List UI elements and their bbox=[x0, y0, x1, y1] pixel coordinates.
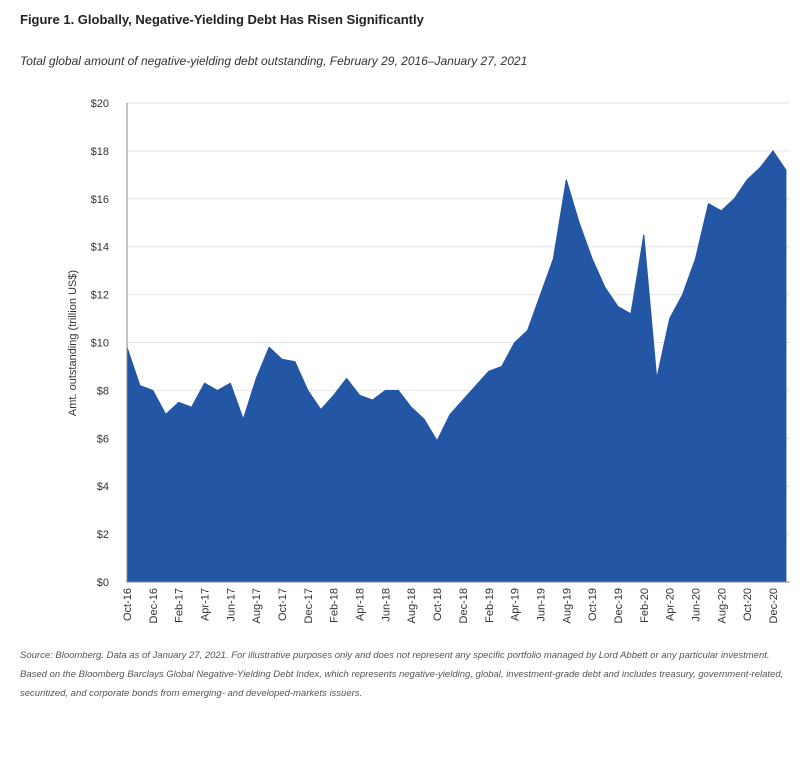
x-tick-label: Feb-18 bbox=[329, 588, 341, 623]
y-tick-label: $16 bbox=[91, 194, 109, 206]
x-tick-label: Oct-16 bbox=[122, 588, 134, 621]
y-axis-label: Amt. outstanding (trillion US$) bbox=[67, 270, 79, 416]
y-tick-label: $8 bbox=[97, 385, 109, 397]
x-tick-label: Dec-19 bbox=[613, 588, 625, 623]
x-tick-label: Apr-20 bbox=[665, 588, 677, 621]
x-tick-label: Dec-17 bbox=[303, 588, 315, 623]
chart-subtitle: Total global amount of negative-yielding… bbox=[20, 54, 528, 68]
y-tick-label: $14 bbox=[91, 242, 109, 254]
x-tick-label: Jun-18 bbox=[380, 588, 392, 622]
x-tick-label: Aug-17 bbox=[251, 588, 263, 623]
y-tick-label: $0 bbox=[97, 577, 109, 589]
x-tick-label: Oct-20 bbox=[742, 588, 754, 621]
x-tick-label: Jun-17 bbox=[225, 588, 237, 622]
x-tick-label: Apr-19 bbox=[510, 588, 522, 621]
x-tick-label: Oct-19 bbox=[587, 588, 599, 621]
x-tick-label: Jun-19 bbox=[535, 588, 547, 622]
y-tick-label: $12 bbox=[91, 290, 109, 302]
y-tick-label: $20 bbox=[91, 98, 109, 110]
x-tick-label: Apr-18 bbox=[355, 588, 367, 621]
x-tick-label: Dec-18 bbox=[458, 588, 470, 623]
y-tick-label: $6 bbox=[97, 433, 109, 445]
x-tick-label: Aug-18 bbox=[406, 588, 418, 623]
y-tick-label: $4 bbox=[97, 481, 109, 493]
y-tick-label: $10 bbox=[91, 338, 109, 350]
x-tick-label: Feb-17 bbox=[174, 588, 186, 623]
x-tick-label: Aug-20 bbox=[716, 588, 728, 623]
x-tick-label: Dec-20 bbox=[768, 588, 780, 623]
y-tick-label: $2 bbox=[97, 529, 109, 541]
chart-title: Figure 1. Globally, Negative-Yielding De… bbox=[20, 12, 424, 27]
source-note: Source: Bloomberg. Data as of January 27… bbox=[20, 650, 784, 699]
y-tick-label: $18 bbox=[91, 146, 109, 158]
x-tick-label: Aug-19 bbox=[561, 588, 573, 623]
x-tick-label: Feb-20 bbox=[639, 588, 651, 623]
x-tick-label: Oct-17 bbox=[277, 588, 289, 621]
area bbox=[126, 150, 787, 583]
x-tick-label: Apr-17 bbox=[200, 588, 212, 621]
x-tick-label: Dec-16 bbox=[148, 588, 160, 623]
x-tick-label: Oct-18 bbox=[432, 588, 444, 621]
x-tick-label: Feb-19 bbox=[484, 588, 496, 623]
x-tick-label: Jun-20 bbox=[690, 588, 702, 622]
chart: Amt. outstanding (trillion US$) $0 $2 $4 $6… bbox=[67, 98, 790, 623]
